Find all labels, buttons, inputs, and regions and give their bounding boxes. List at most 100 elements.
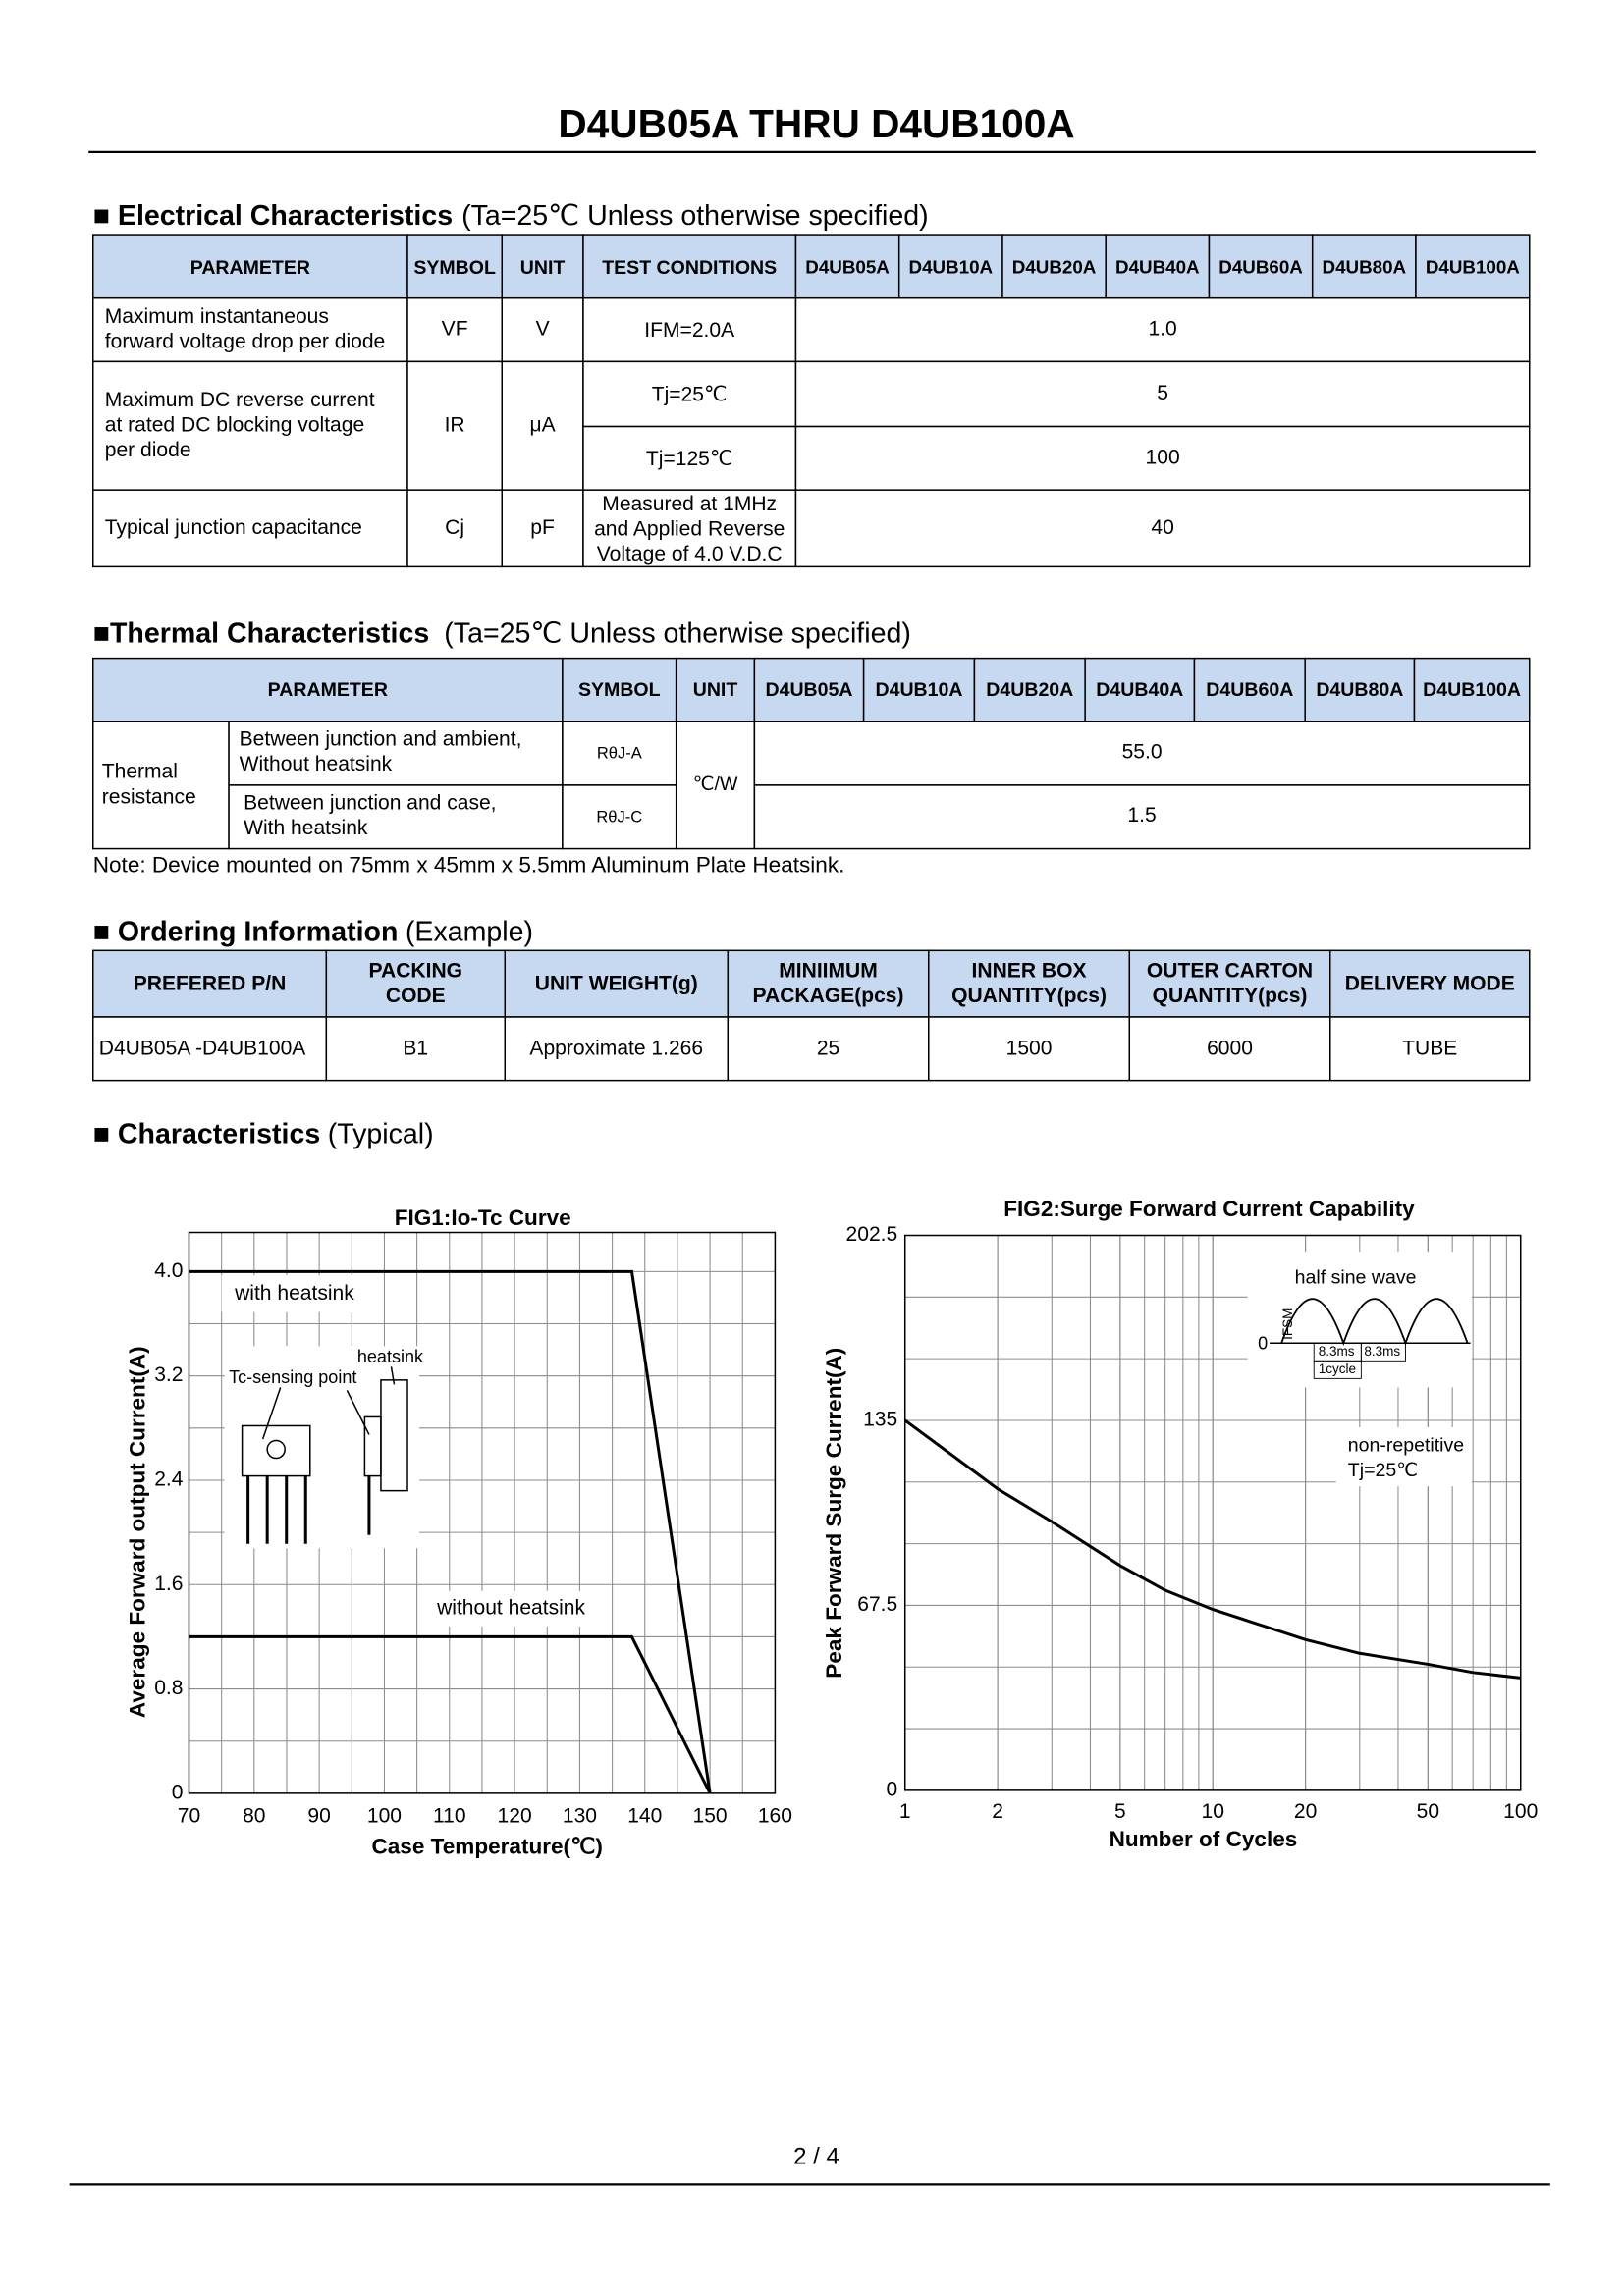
table-cell xyxy=(562,784,677,850)
value: 40 xyxy=(1151,516,1173,539)
package-front xyxy=(241,1424,311,1477)
column-header: D4UB20A xyxy=(986,679,1073,701)
y-axis-label: Average Forward output Current(A) xyxy=(125,1346,149,1718)
table-cell xyxy=(1329,1016,1531,1082)
column-header: QUANTITY(pcs) xyxy=(1153,985,1308,1007)
unit: pF xyxy=(530,516,555,539)
header-cell xyxy=(1415,234,1531,299)
parameter-group: resistance xyxy=(102,785,196,808)
header-cell xyxy=(504,949,730,1018)
column-header: PACKAGE(pcs) xyxy=(753,985,904,1007)
annotation: half sine wave xyxy=(1295,1266,1417,1288)
y-tick-label: 1.6 xyxy=(154,1573,183,1595)
series-line xyxy=(189,1634,712,1794)
table-cell xyxy=(91,489,408,568)
package-side xyxy=(363,1415,382,1477)
cell-text: B1 xyxy=(403,1038,428,1060)
column-header: D4UB40A xyxy=(1096,679,1183,701)
cell-text: D4UB05A -D4UB100A xyxy=(99,1038,306,1060)
symbol: IR xyxy=(445,413,465,436)
x-tick-label: 110 xyxy=(433,1804,466,1827)
test-condition: Voltage of 4.0 V.D.C xyxy=(597,543,783,565)
section-heading: ■ Electrical Characteristics (Ta=25℃ Unle… xyxy=(93,200,929,232)
value: 1.0 xyxy=(1148,318,1176,341)
column-header: D4UB60A xyxy=(1218,257,1303,278)
column-header: D4UB05A xyxy=(765,679,852,701)
heading-text: ■Thermal Characteristics xyxy=(93,617,430,649)
x-tick-label: 100 xyxy=(367,1804,402,1827)
parameter: Typical junction capacitance xyxy=(105,516,362,539)
column-header: D4UB100A xyxy=(1423,679,1521,701)
x-tick-label: 100 xyxy=(1503,1800,1538,1823)
cell-text: 25 xyxy=(817,1038,839,1060)
table-cell xyxy=(501,360,584,491)
y-tick-label: 0 xyxy=(886,1778,897,1800)
header-cell xyxy=(1208,234,1314,299)
table-cell xyxy=(562,721,677,786)
column-header: TEST CONDITIONS xyxy=(602,257,777,279)
half-sine-wave xyxy=(1280,1298,1469,1347)
table-cell xyxy=(228,721,564,786)
series-label: without heatsink xyxy=(436,1596,585,1619)
column-header: D4UB100A xyxy=(1426,257,1520,278)
unit: μA xyxy=(530,413,556,436)
table-cell xyxy=(501,489,584,568)
annotation: non-repetitive xyxy=(1348,1435,1464,1457)
cell-text: 1500 xyxy=(1006,1038,1053,1060)
column-header: PARAMETER xyxy=(190,257,310,279)
x-tick-label: 160 xyxy=(758,1804,792,1827)
series-line xyxy=(903,1418,1521,1680)
symbol: Cj xyxy=(445,516,464,539)
column-header: D4UB10A xyxy=(909,257,994,278)
table-cell xyxy=(794,489,1531,568)
x-tick-label: 20 xyxy=(1294,1800,1317,1823)
test-condition: Measured at 1MHz xyxy=(602,493,777,515)
heading-condition: (Ta=25℃ Unless otherwise specified) xyxy=(444,617,911,649)
parameter: Maximum DC reverse current xyxy=(105,389,375,411)
annotation: 1cycle xyxy=(1319,1362,1356,1376)
column-header: SYMBOL xyxy=(578,679,661,701)
series-label: with heatsink xyxy=(234,1282,354,1305)
x-tick-label: 10 xyxy=(1202,1800,1224,1823)
symbol: VF xyxy=(442,318,468,341)
pointer xyxy=(390,1366,396,1385)
x-tick-label: 150 xyxy=(693,1804,728,1827)
cell-text: TUBE xyxy=(1402,1038,1457,1060)
column-header: PACKING xyxy=(369,960,463,983)
column-header: UNIT WEIGHT(g) xyxy=(535,972,698,994)
column-header: D4UB40A xyxy=(1115,257,1200,278)
header-cell xyxy=(91,949,328,1018)
parameter: at rated DC blocking voltage xyxy=(105,413,364,436)
header-cell xyxy=(727,949,930,1018)
column-header: D4UB80A xyxy=(1323,257,1407,278)
column-header: DELIVERY MODE xyxy=(1345,972,1515,994)
column-header: D4UB80A xyxy=(1316,679,1403,701)
parameter: forward voltage drop per diode xyxy=(105,330,385,352)
figure-insets: with heatsink without heatsink heatsink … xyxy=(221,1252,1473,1627)
cell-text: Approximate 1.266 xyxy=(529,1038,703,1060)
interval-box xyxy=(1313,1360,1362,1379)
condition: Without heatsink xyxy=(240,753,393,775)
column-header: PARAMETER xyxy=(268,679,388,701)
header-cell xyxy=(1084,657,1196,723)
unit: V xyxy=(536,318,550,341)
table-cell xyxy=(406,360,503,491)
parameter: Maximum instantaneous xyxy=(105,305,329,328)
page-number: 2 / 4 xyxy=(793,2144,839,2170)
header-cell xyxy=(1001,234,1107,299)
column-header: D4UB05A xyxy=(805,257,890,278)
y-tick-label: 67.5 xyxy=(857,1593,897,1616)
value: 1.5 xyxy=(1127,804,1156,827)
test-condition: Tj=125℃ xyxy=(646,448,733,470)
heading-condition: (Typical) xyxy=(328,1118,434,1149)
unit: ℃/W xyxy=(693,774,738,795)
condition: With heatsink xyxy=(244,817,368,839)
section-heading: ■ Characteristics (Typical) xyxy=(93,1118,434,1149)
column-header: D4UB20A xyxy=(1012,257,1097,278)
column-header: SYMBOL xyxy=(413,257,496,279)
test-condition: Tj=25℃ xyxy=(652,384,728,406)
pointer xyxy=(261,1387,282,1440)
column-header: OUTER CARTON xyxy=(1147,960,1313,983)
x-tick-label: 120 xyxy=(498,1804,532,1827)
column-header: QUANTITY(pcs) xyxy=(951,985,1107,1007)
